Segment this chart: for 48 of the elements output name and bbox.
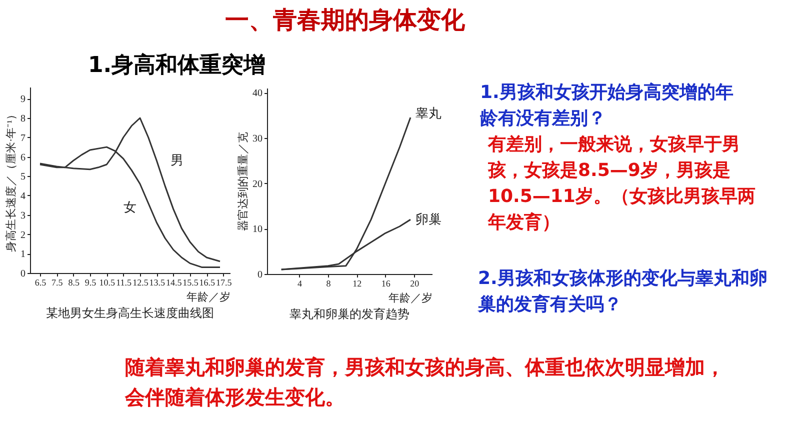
y-tick-label: 4 (20, 191, 26, 202)
y-tick-label: 0 (20, 268, 26, 280)
text: 有差别，一般来说，女孩早于男孩，女孩是8.5—9岁，男孩是10.5—11岁。（女孩比男孩早两年发育） (488, 133, 756, 235)
y-axis-title: 器官达到的重量／克 (236, 132, 250, 231)
x-tick-label: 15.5 (182, 278, 199, 288)
text: 某地男女生身高生长速度曲线图 (46, 306, 214, 320)
text: 1.身高和体重突增 (88, 52, 266, 80)
x-tick-label: 6.5 (34, 278, 47, 288)
y-tick-label: 6 (20, 152, 26, 164)
y-tick-label: 5 (20, 172, 26, 183)
text: 一、青春期的身体变化 (224, 5, 466, 36)
x-tick-label: 12.5 (132, 278, 149, 288)
y-tick-label: 7 (20, 132, 26, 144)
x-tick-label: 9.5 (84, 278, 97, 288)
text: 2.男孩和女孩体形的变化与睾丸和卵巢的发育有关吗？ (478, 267, 768, 317)
y-tick-label: 30 (252, 133, 262, 144)
y-tick-label: 3 (20, 210, 26, 222)
x-axis-title: 年龄／岁 (186, 292, 230, 304)
text: 随着睾丸和卵巢的发育，男孩和女孩的身高、体重也依次明显增加，会伴随着体形发生变化。 (125, 354, 726, 411)
series-label: 男 (170, 152, 184, 168)
y-tick-label: 0 (258, 270, 262, 280)
x-tick-label: 10.5 (99, 278, 116, 288)
y-tick-label: 40 (252, 88, 262, 100)
text: 睾丸和卵巢的发育趋势 (290, 307, 410, 321)
series-label: 卵巢 (415, 212, 442, 227)
x-tick-label: 17.5 (216, 278, 232, 288)
x-tick-label: 13.5 (149, 278, 166, 288)
x-tick-label: 7.5 (52, 278, 64, 288)
x-tick-label: 8.5 (68, 278, 80, 288)
x-tick-label: 4 (298, 278, 303, 288)
y-tick-label: 2 (20, 230, 26, 241)
y-tick-label: 1 (20, 249, 26, 260)
y-tick-label: 8 (20, 114, 26, 124)
y-axis-title: 身高生长速度／（厘米·年⁻¹） (4, 109, 18, 252)
x-tick-label: 8 (326, 278, 332, 288)
y-tick-label: 20 (252, 178, 262, 190)
x-tick-label: 16.5 (199, 278, 216, 288)
y-tick-label: 10 (252, 224, 262, 236)
x-tick-label: 14.5 (166, 278, 182, 288)
series-label: 女 (123, 199, 136, 214)
x-tick-label: 11.5 (116, 278, 132, 288)
x-axis-title: 年龄／岁 (388, 292, 432, 304)
text: 1.男孩和女孩开始身高突增的年龄有没有差别？ (480, 81, 734, 131)
x-tick-label: 16 (381, 278, 391, 288)
y-tick-label: 9 (20, 94, 26, 106)
x-tick-label: 20 (410, 278, 420, 288)
x-tick-label: 12 (352, 278, 362, 288)
series-label: 睾丸 (415, 105, 442, 120)
